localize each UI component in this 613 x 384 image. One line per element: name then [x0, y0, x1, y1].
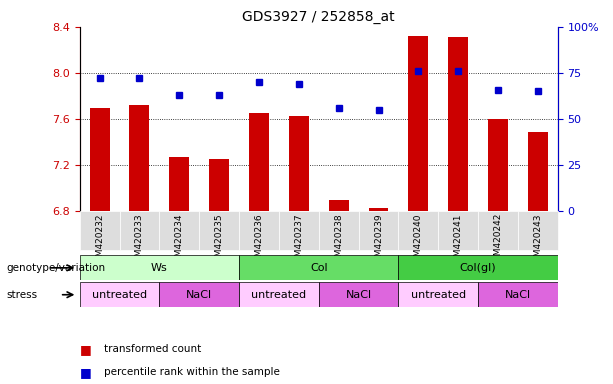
Title: GDS3927 / 252858_at: GDS3927 / 252858_at [243, 10, 395, 25]
Text: NaCl: NaCl [186, 290, 212, 300]
Text: GSM420238: GSM420238 [334, 213, 343, 268]
Text: ■: ■ [80, 366, 91, 379]
FancyBboxPatch shape [120, 211, 159, 250]
Text: stress: stress [6, 290, 37, 300]
FancyBboxPatch shape [80, 255, 239, 280]
Bar [528, 132, 548, 211]
Bar [408, 36, 428, 211]
Bar [329, 200, 349, 211]
Text: genotype/variation: genotype/variation [6, 263, 105, 273]
Text: percentile rank within the sample: percentile rank within the sample [104, 367, 280, 377]
FancyBboxPatch shape [319, 282, 398, 307]
Text: GSM420242: GSM420242 [493, 213, 503, 268]
Text: GSM420239: GSM420239 [374, 213, 383, 268]
Bar [488, 119, 508, 211]
Bar [129, 105, 150, 211]
Bar [169, 157, 189, 211]
Text: GSM420237: GSM420237 [294, 213, 303, 268]
Bar [448, 37, 468, 211]
Text: Col(gl): Col(gl) [460, 263, 497, 273]
FancyBboxPatch shape [438, 211, 478, 250]
Text: GSM420240: GSM420240 [414, 213, 423, 268]
FancyBboxPatch shape [80, 211, 120, 250]
FancyBboxPatch shape [239, 255, 398, 280]
FancyBboxPatch shape [398, 255, 558, 280]
Text: GSM420236: GSM420236 [254, 213, 264, 268]
FancyBboxPatch shape [478, 211, 518, 250]
Bar [368, 208, 389, 211]
Text: GSM420233: GSM420233 [135, 213, 144, 268]
FancyBboxPatch shape [239, 282, 319, 307]
Text: GSM420241: GSM420241 [454, 213, 463, 268]
Text: GSM420243: GSM420243 [533, 213, 543, 268]
Text: untreated: untreated [251, 290, 306, 300]
Text: transformed count: transformed count [104, 344, 202, 354]
FancyBboxPatch shape [80, 282, 159, 307]
Text: untreated: untreated [92, 290, 147, 300]
Text: untreated: untreated [411, 290, 466, 300]
Bar [89, 108, 110, 211]
FancyBboxPatch shape [279, 211, 319, 250]
FancyBboxPatch shape [398, 211, 438, 250]
Bar [209, 159, 229, 211]
FancyBboxPatch shape [398, 282, 478, 307]
Text: GSM420234: GSM420234 [175, 213, 184, 268]
Text: Col: Col [310, 263, 327, 273]
Bar [289, 116, 309, 211]
Text: NaCl: NaCl [505, 290, 531, 300]
FancyBboxPatch shape [319, 211, 359, 250]
FancyBboxPatch shape [518, 211, 558, 250]
FancyBboxPatch shape [159, 282, 239, 307]
FancyBboxPatch shape [199, 211, 239, 250]
Bar [249, 113, 269, 211]
FancyBboxPatch shape [359, 211, 398, 250]
Text: Ws: Ws [151, 263, 168, 273]
Text: ■: ■ [80, 343, 91, 356]
Text: GSM420232: GSM420232 [95, 213, 104, 268]
FancyBboxPatch shape [478, 282, 558, 307]
Text: NaCl: NaCl [346, 290, 371, 300]
FancyBboxPatch shape [239, 211, 279, 250]
Text: GSM420235: GSM420235 [215, 213, 224, 268]
FancyBboxPatch shape [159, 211, 199, 250]
